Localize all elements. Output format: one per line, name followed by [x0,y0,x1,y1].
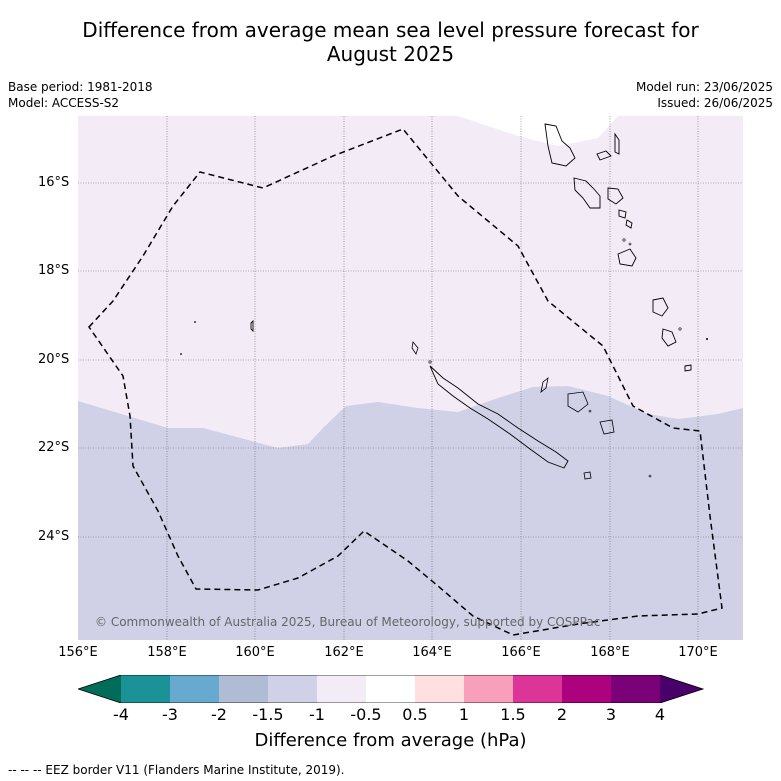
map: © Commonwealth of Australia 2025, Bureau… [78,116,743,640]
issued-date: Issued: 26/06/2025 [657,96,773,110]
maewo-island [614,132,620,155]
footer-note: -- -- -- EEZ border V11 (Flanders Marine… [8,763,345,777]
colorbar [78,675,705,703]
colorbar-box [317,675,366,703]
title-line-1: Difference from average mean sea level p… [82,18,699,42]
islet-4 [678,327,682,331]
colorbar-outline [78,675,705,703]
lon-tick-168e: 168°E [590,645,630,660]
meta-left: Base period: 1981-2018 Model: ACCESS-S2 [8,79,153,111]
aneityum-island [684,364,692,372]
base-period: Base period: 1981-2018 [8,80,153,94]
colorbar-box [513,675,562,703]
lat-tick-20s: 20°S [38,352,70,367]
model-run: Model run: 23/06/2025 [635,80,773,94]
ambae-island [596,150,612,161]
colorbar-label: 1.5 [500,705,526,724]
colorbar-box [268,675,317,703]
espiritu-santo-island [544,123,576,167]
reef-2 [194,321,196,323]
lifou-island [567,391,589,413]
islet-3 [648,474,652,478]
colorbar-box [562,675,611,703]
lat-tick-22s: 22°S [38,440,70,455]
colorbar-label: -1.5 [252,705,284,724]
colorbar-label: 3 [605,705,617,724]
model-name: Model: ACCESS-S2 [8,96,120,110]
lat-tick-16s: 16°S [38,175,70,190]
region-white [458,116,618,146]
colorbar-box [464,675,513,703]
colorbar-label: 0.5 [402,705,428,724]
reef-3 [180,353,182,355]
colorbar-boxes [121,675,660,703]
mare-island [599,419,615,435]
shepherd-islands [625,219,633,229]
ouvea-island [540,377,549,393]
lon-tick-164e: 164°E [412,645,452,660]
lon-tick-158e: 158°E [147,645,187,660]
colorbar-box [121,675,170,703]
islet-5 [622,238,626,242]
islet-1 [428,360,432,364]
colorbar-label: -1 [309,705,325,724]
colorbar-box [611,675,660,703]
colorbar-label: 1 [458,705,470,724]
pentecost-island [607,187,624,205]
islet-6 [628,242,632,246]
epi-island [618,209,627,219]
colorbar-box [170,675,219,703]
colorbar-extend-high [660,675,703,703]
region-blue [78,386,743,640]
colorbar-label: -0.5 [350,705,382,724]
lon-tick-156e: 156°E [58,645,98,660]
colorbar-title: Difference from average (hPa) [254,730,527,751]
malakula-island [573,177,601,209]
colorbar-extend-low [78,675,121,703]
colorbar-label: 4 [654,705,666,724]
isle-of-pines [583,471,592,480]
tanna-island [661,328,677,347]
colorbar-box [366,675,415,703]
efate-island [617,248,637,267]
lon-tick-166e: 166°E [501,645,541,660]
lon-tick-160e: 160°E [235,645,275,660]
chart-title: Difference from average mean sea level p… [0,18,781,66]
islet-2 [588,409,592,413]
reef-1 [250,319,254,333]
colorbar-box [415,675,464,703]
new-caledonia-island [429,365,569,469]
colorbar-label: 2 [556,705,568,724]
meta-right: Model run: 23/06/2025 Issued: 26/06/2025 [636,79,773,111]
belep-island [411,341,419,355]
colorbar-label: -4 [113,705,129,724]
lon-tick-162e: 162°E [324,645,364,660]
futuna-island [706,338,708,340]
lon-tick-170e: 170°E [678,645,718,660]
copyright-text: © Commonwealth of Australia 2025, Bureau… [95,615,600,629]
title-line-2: August 2025 [326,42,455,66]
colorbar-box [219,675,268,703]
graticule [78,116,743,640]
erromango-island [652,297,669,317]
lat-tick-18s: 18°S [38,263,70,278]
colorbar-label: -2 [211,705,227,724]
lat-tick-24s: 24°S [38,529,70,544]
colorbar-label: -3 [162,705,178,724]
